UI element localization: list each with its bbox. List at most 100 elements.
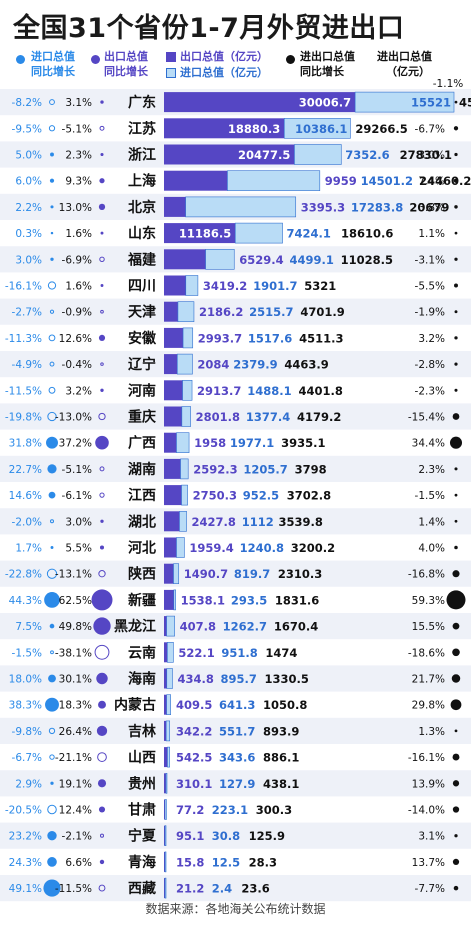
export-growth-label: 37.2% [59,438,92,450]
total-growth-dot [454,231,458,235]
export-growth-label: 9.3% [65,176,92,188]
export-growth-dot [99,125,105,131]
export-growth-dot [100,231,104,235]
import-value-label: 12.5 [212,855,240,869]
total-growth-dot [454,283,458,288]
import-growth-label: 31.8% [9,438,42,450]
import-growth-label: 3.0% [15,254,42,266]
export-bar [164,511,180,532]
total-value-label: 4511.3 [299,331,343,345]
total-growth-dot [454,205,458,209]
total-growth-dot [453,178,459,183]
total-value-label: 28.3 [249,855,277,869]
export-value-legend-label: 出口总值（亿元） [180,50,268,63]
total-growth-label: -2.3% [415,385,445,397]
export-growth-label: -0.4% [62,359,92,371]
import-bar [176,432,190,454]
export-growth-dot [100,388,104,392]
export-growth-label: 19.1% [59,778,92,790]
total-growth-dot [453,126,459,131]
total-growth-dot [454,152,458,157]
import-bar [164,799,167,820]
export-growth-label: -13.0% [55,412,92,424]
import-growth-dot [50,519,54,524]
export-growth-label: 13.0% [59,202,92,214]
export-growth-dot [100,152,104,157]
export-growth-dot [96,672,108,685]
import-value-legend-swatch [166,68,176,78]
total-growth-label: -5.5% [415,281,445,293]
total-value-label: 886.1 [263,751,299,765]
total-growth-label: 3.0% [418,150,445,162]
total-growth-legend-icon [286,55,295,64]
export-growth-legend-icon [91,55,100,64]
province-label: 浙江 [128,147,156,164]
export-growth-label: 1.6% [65,228,92,240]
import-bar [234,222,283,244]
total-growth-dot [454,362,458,366]
export-growth-dot [98,334,106,341]
total-growth-legend-label-1: 进出口总值 [300,50,355,63]
export-growth-label: 3.1% [65,97,92,109]
total-growth-label: -7.7% [415,883,445,895]
export-growth-dot [91,589,113,611]
total-growth-label: -6.7% [415,123,445,135]
total-growth-dot [452,858,460,866]
import-growth-label: -2.0% [12,516,42,528]
export-growth-dot [99,859,105,865]
import-growth-dot [48,125,56,132]
total-growth-dot [454,545,458,550]
import-bar [165,720,170,742]
total-growth-dot [454,467,458,471]
export-value-label: 3419.2 [203,279,247,293]
import-growth-label: 2.2% [15,202,42,214]
total-growth-dot [454,834,458,838]
import-growth-legend-label-1: 进口总值 [31,50,75,63]
import-growth-dot [47,831,57,841]
total-growth-label: 3.1% [418,831,445,843]
total-value-label: 2310.3 [278,567,322,581]
total-value-label: 23.6 [241,882,269,896]
province-label: 福建 [127,251,156,268]
export-growth-label: -11.5% [55,883,92,895]
import-growth-label: -11.3% [5,333,42,345]
export-value-label: 2427.8 [192,515,236,529]
import-bar [166,615,175,637]
import-bar [166,668,173,689]
export-bar [164,275,186,296]
import-bar [176,537,185,558]
import-growth-label: 38.3% [9,700,42,712]
import-growth-dot [49,178,55,183]
import-bar [205,249,235,270]
export-bar [164,589,174,610]
total-growth-dot [450,699,462,711]
import-value-label: 951.8 [221,646,257,660]
total-value-label: 4701.9 [300,305,344,319]
import-growth-label: -6.7% [12,752,42,764]
import-growth-label: 6.0% [15,176,42,188]
export-value-label: 21.2 [176,882,204,896]
total-value-label: 1474 [265,646,297,660]
total-growth-label: -3.1% [415,254,445,266]
import-value-label: 1377.4 [246,410,290,424]
total-value-label: 125.9 [249,829,285,843]
export-growth-label: -2.1% [62,831,92,843]
export-value-label: 2750.3 [193,489,237,503]
export-value-label: 15.8 [176,855,204,869]
province-label: 陕西 [128,566,156,583]
export-value-legend-swatch [166,52,176,62]
import-growth-dot [49,99,55,106]
import-growth-label: 1.7% [15,543,42,555]
import-value-label: 15521 [411,96,451,110]
total-growth-dot [452,648,460,657]
import-value-label: 952.5 [243,489,279,503]
chart-title: 全国31个省份1-7月外贸进出口 [13,13,405,44]
import-value-label: 343.6 [219,751,255,765]
total-growth-dot [452,753,460,761]
total-value-label: 3798 [295,462,327,476]
total-value-label: 438.1 [263,777,299,791]
total-growth-label: -16.1% [408,752,445,764]
export-value-label: 1538.1 [181,593,225,607]
export-bar [164,747,168,768]
